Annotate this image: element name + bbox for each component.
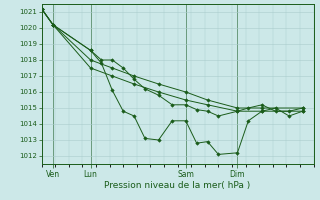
X-axis label: Pression niveau de la mer( hPa ): Pression niveau de la mer( hPa ) (104, 181, 251, 190)
